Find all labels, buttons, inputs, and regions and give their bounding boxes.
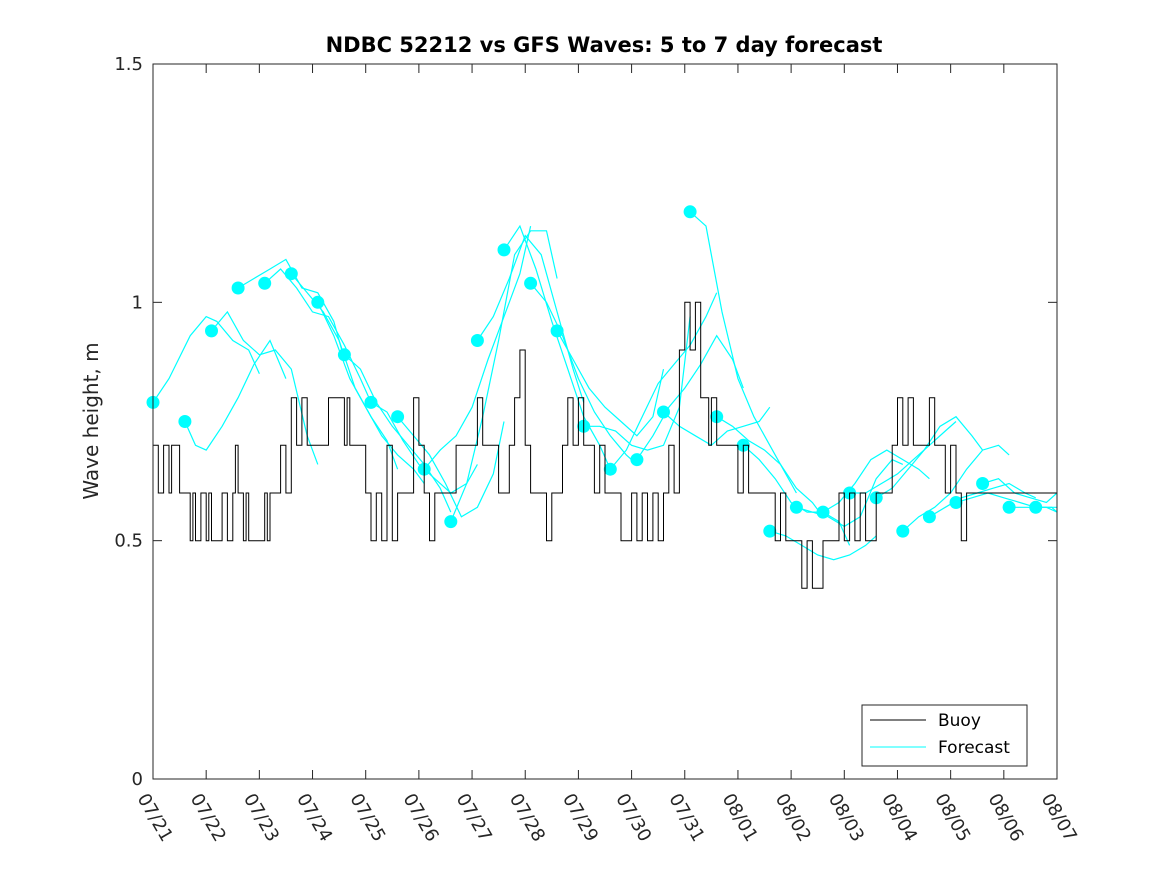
forecast-start-marker-8 bbox=[337, 348, 351, 362]
forecast-start-marker-26 bbox=[816, 505, 830, 519]
forecast-start-marker-24 bbox=[763, 524, 777, 538]
forecast-line-27 bbox=[849, 421, 957, 494]
forecast-start-marker-31 bbox=[949, 496, 963, 509]
forecast-start-marker-16 bbox=[550, 324, 564, 338]
forecast-line-30 bbox=[929, 482, 1036, 518]
legend: Buoy Forecast bbox=[861, 704, 1028, 767]
forecast-line-16 bbox=[556, 330, 665, 437]
forecast-line-32 bbox=[982, 478, 1058, 504]
forecast-start-marker-14 bbox=[497, 243, 511, 257]
forecast-line-15 bbox=[530, 282, 638, 465]
forecast-start-marker-29 bbox=[896, 524, 910, 538]
forecast-start-marker-9 bbox=[364, 395, 378, 409]
forecast-start-marker-3 bbox=[205, 324, 218, 338]
forecast-start-marker-33 bbox=[1002, 500, 1016, 514]
forecast-start-marker-12 bbox=[444, 515, 458, 529]
forecast-line-13 bbox=[476, 234, 585, 403]
chart-title: NDBC 52212 vs GFS Waves: 5 to 7 day fore… bbox=[326, 33, 883, 57]
forecast-line-29 bbox=[902, 444, 1010, 532]
forecast-line-3 bbox=[211, 310, 319, 465]
y-axis-label: Wave height, m bbox=[79, 342, 103, 499]
forecast-line-24 bbox=[769, 530, 877, 561]
forecast-line-14 bbox=[503, 224, 611, 470]
forecast-line-22 bbox=[716, 416, 824, 518]
forecast-line-5 bbox=[264, 268, 372, 403]
legend-forecast-label: Forecast bbox=[938, 738, 1010, 758]
forecast-start-marker-18 bbox=[603, 462, 617, 476]
forecast-start-marker-13 bbox=[470, 334, 484, 347]
forecast-start-marker-5 bbox=[258, 276, 272, 290]
forecast-start-marker-19 bbox=[630, 453, 644, 467]
forecast-start-marker-15 bbox=[524, 276, 538, 290]
forecast-start-marker-20 bbox=[657, 405, 670, 419]
forecast-line-11 bbox=[423, 225, 532, 470]
plot-background bbox=[153, 64, 1057, 779]
forecast-line-12 bbox=[450, 230, 558, 522]
forecast-line-17 bbox=[583, 316, 691, 451]
forecast-line-28 bbox=[875, 415, 984, 499]
forecast-start-marker-10 bbox=[391, 410, 405, 424]
forecast-line-2 bbox=[184, 339, 287, 451]
legend-box bbox=[861, 704, 1028, 767]
forecast-start-marker-34 bbox=[1029, 500, 1043, 514]
forecast-start-marker-30 bbox=[922, 510, 936, 524]
forecast-line-18 bbox=[609, 292, 718, 470]
forecast-start-marker-32 bbox=[976, 477, 990, 490]
forecast-start-marker-4 bbox=[231, 281, 245, 295]
y-tick-label: 0.5 bbox=[114, 531, 143, 552]
forecast-line-6 bbox=[290, 273, 399, 470]
forecast-start-marker-21 bbox=[683, 205, 697, 219]
forecast-start-marker-7 bbox=[311, 295, 325, 309]
forecast-start-marker-2 bbox=[178, 415, 192, 428]
forecast-start-marker-6 bbox=[284, 267, 298, 281]
buoy-series-group bbox=[153, 301, 1057, 589]
forecast-line-25 bbox=[796, 458, 904, 528]
y-tick-label: 1.5 bbox=[114, 54, 143, 75]
legend-buoy-label: Buoy bbox=[938, 711, 981, 731]
forecast-line-19 bbox=[636, 334, 744, 460]
forecast-line-1 bbox=[152, 315, 260, 403]
forecast-series-group bbox=[146, 205, 1058, 561]
plot-area bbox=[153, 64, 1057, 779]
forecast-line-10 bbox=[397, 416, 505, 518]
y-tick-label: 0 bbox=[132, 769, 143, 790]
axes-box bbox=[152, 63, 1058, 780]
buoy-line bbox=[153, 301, 1057, 589]
forecast-line-7 bbox=[317, 302, 425, 484]
forecast-start-marker-25 bbox=[789, 500, 803, 514]
y-tick-label: 1 bbox=[132, 292, 143, 313]
forecast-line-26 bbox=[822, 449, 930, 513]
